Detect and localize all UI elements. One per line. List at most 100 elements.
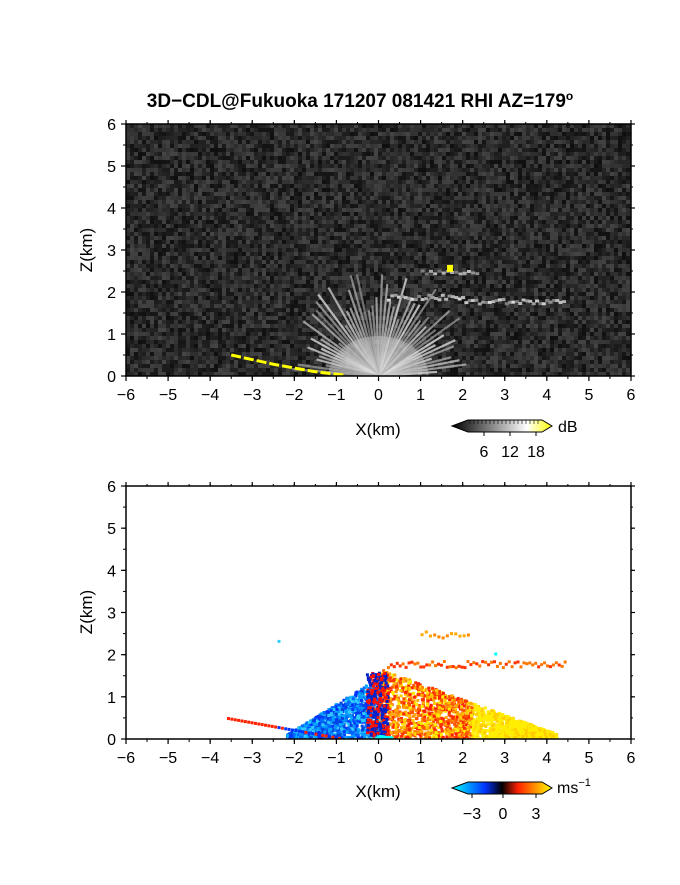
- intensity-noise-cell: [338, 136, 342, 140]
- intensity-noise-cell: [222, 160, 226, 164]
- intensity-noise-cell: [134, 204, 138, 208]
- intensity-noise-cell: [338, 148, 342, 152]
- intensity-noise-cell: [170, 268, 174, 272]
- intensity-noise-cell: [382, 156, 386, 160]
- intensity-noise-cell: [514, 160, 518, 164]
- intensity-noise-cell: [126, 216, 130, 220]
- intensity-noise-cell: [278, 236, 282, 240]
- intensity-noise-cell: [430, 200, 434, 204]
- intensity-noise-cell: [626, 240, 630, 244]
- intensity-noise-cell: [554, 132, 558, 136]
- intensity-noise-cell: [398, 192, 402, 196]
- intensity-noise-cell: [162, 124, 166, 128]
- intensity-noise-cell: [370, 276, 374, 280]
- intensity-noise-cell: [626, 252, 630, 256]
- intensity-noise-cell: [482, 168, 486, 172]
- intensity-noise-cell: [458, 132, 462, 136]
- intensity-noise-cell: [454, 260, 458, 264]
- intensity-noise-cell: [466, 140, 470, 144]
- intensity-noise-cell: [194, 204, 198, 208]
- intensity-noise-cell: [606, 264, 610, 268]
- intensity-noise-cell: [318, 276, 322, 280]
- intensity-noise-cell: [214, 136, 218, 140]
- intensity-noise-cell: [414, 128, 418, 132]
- intensity-noise-cell: [542, 132, 546, 136]
- intensity-noise-cell: [138, 124, 142, 128]
- intensity-noise-cell: [510, 176, 514, 180]
- intensity-noise-cell: [458, 220, 462, 224]
- intensity-noise-cell: [602, 136, 606, 140]
- intensity-noise-cell: [326, 160, 330, 164]
- intensity-noise-cell: [494, 204, 498, 208]
- intensity-noise-cell: [346, 272, 350, 276]
- intensity-noise-cell: [574, 212, 578, 216]
- intensity-noise-cell: [566, 176, 570, 180]
- intensity-noise-cell: [510, 204, 514, 208]
- intensity-noise-cell: [246, 260, 250, 264]
- intensity-noise-cell: [618, 144, 622, 148]
- intensity-noise-cell: [406, 124, 410, 128]
- intensity-noise-cell: [238, 188, 242, 192]
- intensity-noise-cell: [254, 216, 258, 220]
- intensity-noise-cell: [234, 228, 238, 232]
- intensity-noise-cell: [226, 188, 230, 192]
- intensity-noise-cell: [406, 172, 410, 176]
- intensity-noise-cell: [266, 188, 270, 192]
- intensity-noise-cell: [222, 280, 226, 284]
- intensity-noise-cell: [214, 268, 218, 272]
- intensity-noise-cell: [570, 168, 574, 172]
- intensity-noise-cell: [190, 252, 194, 256]
- intensity-noise-cell: [270, 256, 274, 260]
- intensity-noise-cell: [366, 148, 370, 152]
- intensity-noise-cell: [486, 276, 490, 280]
- intensity-noise-cell: [266, 264, 270, 268]
- intensity-noise-cell: [362, 260, 366, 264]
- intensity-noise-cell: [494, 240, 498, 244]
- intensity-noise-cell: [398, 180, 402, 184]
- intensity-noise-cell: [194, 200, 198, 204]
- intensity-noise-cell: [306, 192, 310, 196]
- intensity-noise-cell: [174, 276, 178, 280]
- intensity-noise-cell: [130, 224, 134, 228]
- intensity-noise-cell: [414, 124, 418, 128]
- intensity-noise-cell: [350, 224, 354, 228]
- intensity-noise-cell: [626, 276, 630, 280]
- intensity-noise-cell: [570, 224, 574, 228]
- intensity-noise-cell: [486, 128, 490, 132]
- intensity-noise-cell: [134, 172, 138, 176]
- intensity-noise-cell: [166, 228, 170, 232]
- intensity-noise-cell: [450, 132, 454, 136]
- intensity-noise-cell: [178, 252, 182, 256]
- intensity-noise-cell: [254, 152, 258, 156]
- intensity-noise-cell: [242, 268, 246, 272]
- intensity-noise-cell: [398, 260, 402, 264]
- intensity-noise-cell: [218, 232, 222, 236]
- intensity-noise-cell: [314, 216, 318, 220]
- intensity-noise-cell: [138, 268, 142, 272]
- intensity-noise-cell: [378, 140, 382, 144]
- intensity-noise-cell: [570, 248, 574, 252]
- intensity-noise-cell: [178, 136, 182, 140]
- intensity-noise-cell: [198, 268, 202, 272]
- intensity-noise-cell: [178, 164, 182, 168]
- intensity-noise-cell: [254, 220, 258, 224]
- intensity-noise-cell: [170, 188, 174, 192]
- intensity-noise-cell: [166, 168, 170, 172]
- intensity-noise-cell: [282, 188, 286, 192]
- intensity-noise-cell: [314, 192, 318, 196]
- intensity-noise-cell: [258, 152, 262, 156]
- intensity-noise-cell: [466, 232, 470, 236]
- intensity-noise-cell: [414, 272, 418, 276]
- intensity-noise-cell: [338, 248, 342, 252]
- intensity-noise-cell: [354, 196, 358, 200]
- intensity-noise-cell: [242, 208, 246, 212]
- intensity-noise-cell: [446, 252, 450, 256]
- intensity-noise-cell: [210, 136, 214, 140]
- intensity-noise-cell: [562, 160, 566, 164]
- intensity-noise-cell: [490, 224, 494, 228]
- intensity-noise-cell: [434, 196, 438, 200]
- intensity-noise-cell: [326, 136, 330, 140]
- intensity-noise-cell: [610, 276, 614, 280]
- intensity-noise-cell: [486, 144, 490, 148]
- intensity-noise-cell: [302, 196, 306, 200]
